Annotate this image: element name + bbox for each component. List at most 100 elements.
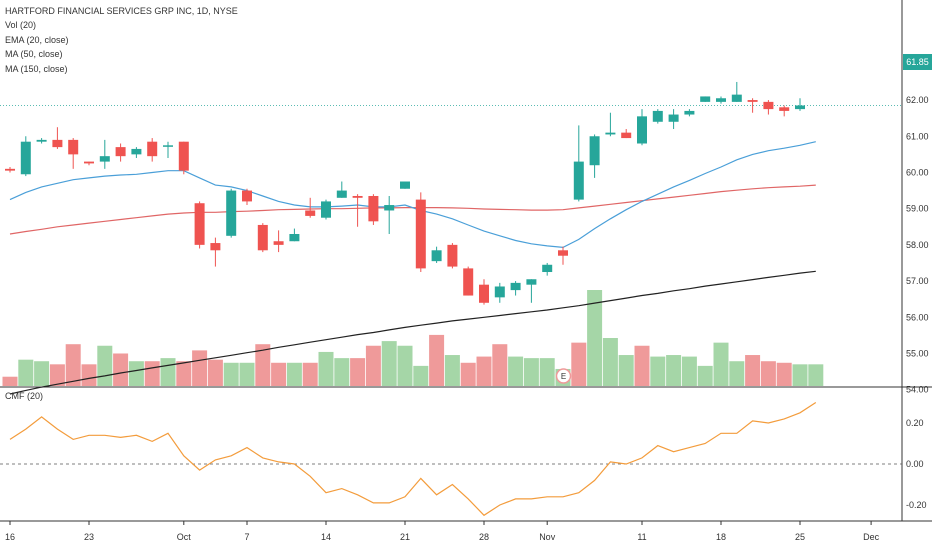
ema-line bbox=[9, 141, 816, 249]
candle-body bbox=[652, 110, 663, 122]
legend-ma150[interactable]: MA (150, close) bbox=[5, 63, 68, 74]
volume-bar bbox=[760, 361, 776, 386]
candle-body bbox=[779, 107, 790, 111]
volume-bar bbox=[539, 358, 555, 386]
candle-body bbox=[400, 181, 410, 189]
volume-bar bbox=[34, 361, 50, 386]
volume-bar bbox=[681, 356, 697, 386]
earnings-marker-circle bbox=[555, 368, 572, 384]
volume-bar bbox=[97, 345, 113, 386]
candle-body bbox=[242, 190, 252, 202]
candle-body bbox=[526, 279, 537, 285]
price-tick-label: 58.00 bbox=[906, 240, 929, 250]
volume-bar bbox=[239, 362, 255, 386]
candle-body bbox=[352, 195, 363, 198]
volume-bar bbox=[776, 362, 792, 386]
candle-body bbox=[368, 195, 379, 222]
time-tick-label: Oct bbox=[177, 532, 192, 542]
ma50-line bbox=[9, 184, 816, 235]
volume-bar bbox=[713, 342, 729, 386]
price-tick-label: 59.00 bbox=[906, 204, 929, 214]
earnings-marker-label: E bbox=[561, 372, 566, 381]
time-tick-label: Dec bbox=[863, 532, 880, 542]
volume-bar bbox=[618, 355, 634, 386]
candle-body bbox=[684, 110, 695, 115]
volume-bar bbox=[792, 364, 808, 386]
legend-vol[interactable]: Vol (20) bbox=[5, 20, 37, 31]
candle-body bbox=[621, 132, 632, 139]
volume-bar bbox=[697, 365, 713, 386]
candle-body bbox=[573, 161, 584, 200]
last-price-tag: 61.85 bbox=[903, 54, 932, 70]
chart-legend: HARTFORD FINANCIAL SERVICES GRP INC, 1D,… bbox=[5, 4, 238, 76]
candle-body bbox=[163, 145, 173, 147]
volume-bar bbox=[81, 364, 97, 386]
candle-body bbox=[99, 156, 110, 162]
volume-bar bbox=[271, 362, 287, 386]
time-tick-label: 25 bbox=[795, 532, 805, 542]
volume-bar bbox=[397, 345, 413, 386]
volume-bar bbox=[365, 345, 381, 386]
time-tick-label: 18 bbox=[716, 532, 726, 542]
price-tick-label: 60.00 bbox=[906, 167, 929, 177]
cmf-pane-title[interactable]: CMF (20) bbox=[5, 391, 43, 401]
volume-bar bbox=[381, 341, 397, 386]
candle-body bbox=[273, 241, 284, 245]
volume-bar bbox=[808, 364, 824, 386]
candle-body bbox=[589, 136, 600, 166]
candle-body bbox=[68, 139, 79, 155]
candle-body bbox=[431, 250, 442, 262]
volume-bar bbox=[666, 355, 682, 386]
candle-body bbox=[479, 284, 489, 303]
candle-body bbox=[84, 161, 94, 164]
candle-body bbox=[731, 94, 742, 102]
time-tick-label: 16 bbox=[5, 532, 15, 542]
candle-body bbox=[289, 234, 300, 242]
volume-bar bbox=[523, 358, 539, 386]
candle-body bbox=[305, 210, 316, 216]
candle-body bbox=[36, 139, 47, 142]
price-tick-label: 61.00 bbox=[906, 131, 929, 141]
volume-bar bbox=[192, 350, 208, 386]
candle-body bbox=[716, 98, 726, 102]
candle-body bbox=[20, 141, 31, 175]
candle-body bbox=[463, 268, 474, 296]
volume-bar bbox=[160, 358, 176, 386]
candle-body bbox=[257, 224, 268, 251]
volume-bar bbox=[18, 359, 34, 386]
candle-body bbox=[494, 286, 505, 298]
time-tick-label: 7 bbox=[244, 532, 249, 542]
legend-symbol: HARTFORD FINANCIAL SERVICES GRP INC, 1D,… bbox=[5, 6, 238, 16]
candle-body bbox=[336, 190, 347, 198]
volume-bar bbox=[207, 359, 223, 386]
time-tick-label: 28 bbox=[479, 532, 489, 542]
volume-bar bbox=[460, 362, 476, 386]
volume-bar bbox=[255, 344, 271, 386]
volume-bar bbox=[444, 355, 460, 386]
volume-bar bbox=[144, 361, 160, 386]
volume-bar bbox=[65, 344, 81, 386]
volume-bar bbox=[745, 355, 761, 386]
candle-body bbox=[447, 244, 458, 267]
volume-bar bbox=[350, 358, 366, 386]
volume-bar bbox=[413, 365, 429, 386]
time-tick-label: 21 bbox=[400, 532, 410, 542]
candle-body bbox=[210, 243, 221, 251]
volume-bar bbox=[602, 338, 618, 386]
price-tick-label: 54.00 bbox=[906, 385, 929, 395]
volume-bar bbox=[286, 362, 302, 386]
time-tick-label: 14 bbox=[321, 532, 331, 542]
candle-body bbox=[700, 96, 711, 102]
volume-bar bbox=[302, 362, 318, 386]
candle-body bbox=[747, 100, 758, 102]
candle-body bbox=[510, 282, 521, 291]
volume-bar bbox=[318, 351, 334, 386]
candle-body bbox=[558, 250, 568, 256]
legend-ma50[interactable]: MA (50, close) bbox=[5, 49, 63, 60]
candle-body bbox=[115, 147, 126, 157]
volume-bar bbox=[176, 361, 192, 386]
candle-body bbox=[178, 141, 189, 171]
legend-ema[interactable]: EMA (20, close) bbox=[5, 34, 69, 45]
candle-body bbox=[52, 139, 63, 148]
